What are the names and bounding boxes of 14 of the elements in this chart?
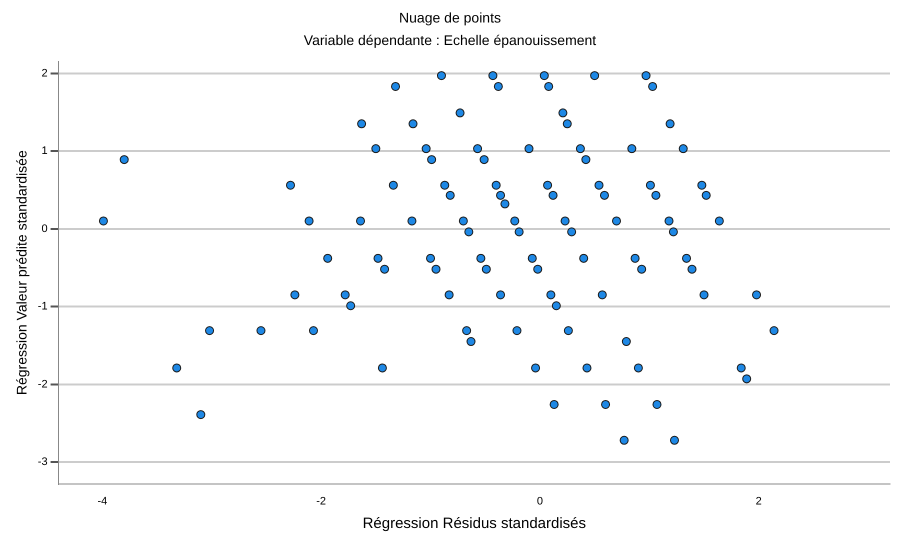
y-axis-title: Régression Valeur prédite standardisée <box>13 150 30 396</box>
y-tick-label: -2 <box>38 378 48 390</box>
x-tick-label: -2 <box>316 495 326 508</box>
chart-title: Nuage de points <box>399 9 501 26</box>
x-axis-title: Régression Résidus standardisés <box>362 515 586 532</box>
x-tick-label: -4 <box>97 495 108 508</box>
x-tick-label: 2 <box>756 495 762 508</box>
y-tick-label: 1 <box>41 145 48 158</box>
x-tick-label: 0 <box>536 495 543 508</box>
y-tick-label: 0 <box>41 222 48 235</box>
y-tick-label: -3 <box>38 456 48 468</box>
y-tick-label: 2 <box>41 67 48 80</box>
chart-subtitle: Variable dépendante : Echelle épanouissement <box>304 32 596 48</box>
y-tick-label: -1 <box>38 300 48 313</box>
